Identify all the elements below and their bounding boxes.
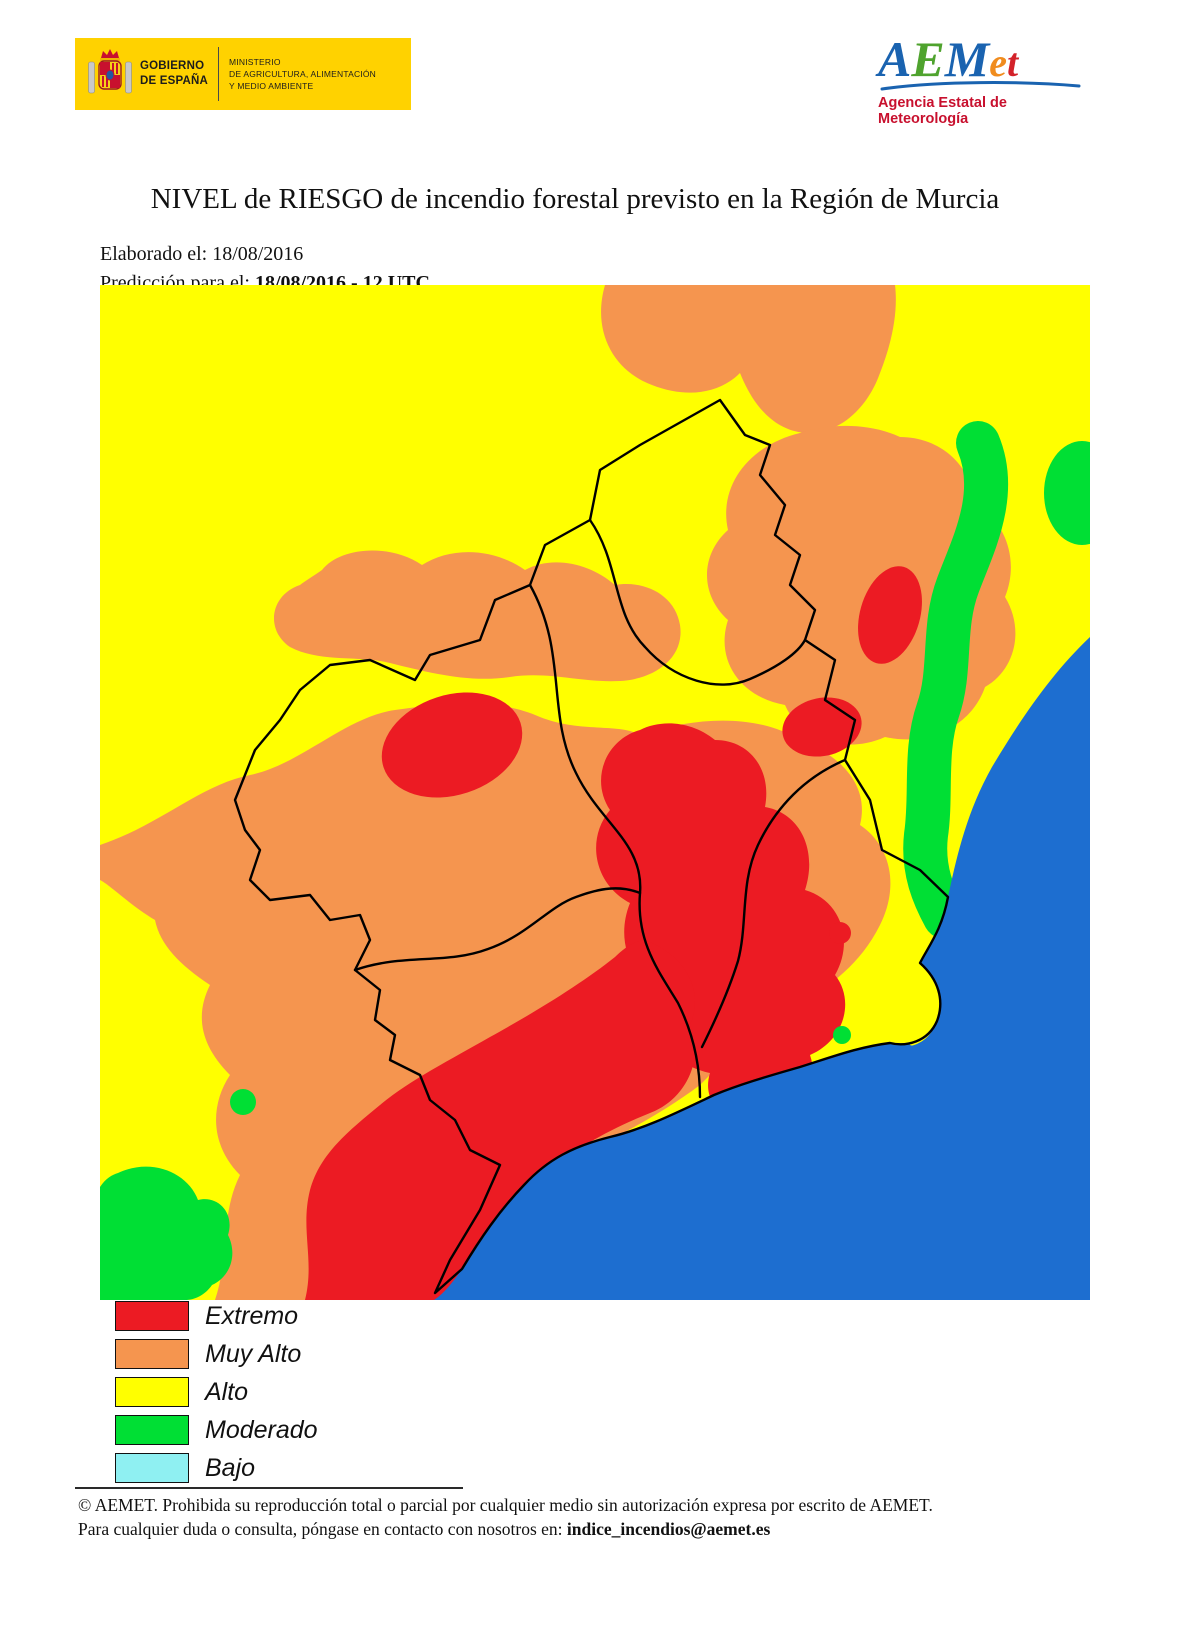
legend-label-extremo: Extremo bbox=[205, 1301, 299, 1330]
ministry-line1: MINISTERIO bbox=[229, 56, 281, 67]
aemet-wordmark: AEMet bbox=[878, 34, 1093, 84]
legend-label-moderado: Moderado bbox=[205, 1415, 318, 1444]
gov-logo-divider bbox=[218, 47, 220, 101]
ministry-line2: DE AGRICULTURA, ALIMENTACIÓN bbox=[229, 68, 377, 79]
legend-item-bajo: Bajo bbox=[115, 1453, 318, 1483]
legend-label-muy-alto: Muy Alto bbox=[205, 1339, 302, 1368]
aemet-swoosh-icon bbox=[880, 81, 1081, 91]
la-manga-spit bbox=[908, 959, 940, 1046]
aemet-letter: t bbox=[1006, 40, 1019, 85]
legend-swatch-bajo bbox=[115, 1453, 189, 1483]
elaborado-value: 18/08/2016 bbox=[212, 243, 304, 265]
legend-item-extremo: Extremo bbox=[115, 1301, 318, 1331]
sea-area bbox=[434, 637, 1090, 1300]
page-title: NIVEL de RIESGO de incendio forestal pre… bbox=[150, 183, 1000, 215]
gov-name: GOBIERNO DE ESPAÑA bbox=[140, 59, 208, 89]
ministry-line3: Y MEDIO AMBIENTE bbox=[229, 81, 314, 92]
legend-label-bajo: Bajo bbox=[205, 1453, 256, 1482]
footer-contact-text: Para cualquier duda o consulta, póngase … bbox=[78, 1518, 567, 1539]
risk-map-svg bbox=[100, 285, 1090, 1300]
gov-name-line1: GOBIERNO bbox=[140, 60, 205, 73]
murcia-region-boundaries bbox=[233, 398, 950, 1295]
aemet-letter: E bbox=[911, 31, 945, 87]
gov-name-line2: DE ESPAÑA bbox=[140, 75, 209, 87]
legend-item-moderado: Moderado bbox=[115, 1415, 318, 1445]
legend-item-alto: Alto bbox=[115, 1377, 318, 1407]
aemet-letter: A bbox=[878, 31, 912, 87]
footer-rule bbox=[75, 1487, 463, 1489]
gobierno-espana-logo: GOBIERNO DE ESPAÑA MINISTERIO DE AGRICUL… bbox=[75, 38, 411, 110]
footer-copyright: © AEMET. Prohibida su reproducción total… bbox=[78, 1495, 933, 1515]
footer-contact-email: indice_incendios@aemet.es bbox=[566, 1518, 771, 1539]
footer: © AEMET. Prohibida su reproducción total… bbox=[78, 1494, 1148, 1541]
footer-contact: Para cualquier duda o consulta, póngase … bbox=[78, 1518, 1148, 1542]
aemet-letter: e bbox=[989, 40, 1007, 85]
spain-coat-of-arms-icon bbox=[88, 49, 132, 94]
elaborado-label: Elaborado el: bbox=[100, 243, 208, 265]
fire-risk-map bbox=[100, 285, 1090, 1300]
aemet-logo: AEMet Agencia Estatal de Meteorología bbox=[878, 34, 1093, 127]
risk-layer-extremo bbox=[305, 566, 922, 1300]
legend-label-alto: Alto bbox=[205, 1377, 249, 1406]
gov-logo-left: GOBIERNO DE ESPAÑA bbox=[75, 46, 218, 102]
aemet-subtitle: Agencia Estatal de Meteorología bbox=[878, 95, 1007, 127]
legend-swatch-extremo bbox=[115, 1301, 189, 1331]
legend-swatch-muy-alto bbox=[115, 1339, 189, 1369]
risk-layer-moderado bbox=[100, 421, 1090, 1300]
legend-item-muy-alto: Muy Alto bbox=[115, 1339, 318, 1369]
legend: Extremo Muy Alto Alto Moderado Bajo bbox=[115, 1301, 318, 1491]
aemet-letter: M bbox=[944, 31, 990, 87]
gov-ministry: MINISTERIO DE AGRICULTURA, ALIMENTACIÓN … bbox=[219, 56, 384, 93]
elaborado-line: Elaborado el: 18/08/2016 bbox=[100, 240, 430, 269]
legend-swatch-alto bbox=[115, 1377, 189, 1407]
legend-swatch-moderado bbox=[115, 1415, 189, 1445]
